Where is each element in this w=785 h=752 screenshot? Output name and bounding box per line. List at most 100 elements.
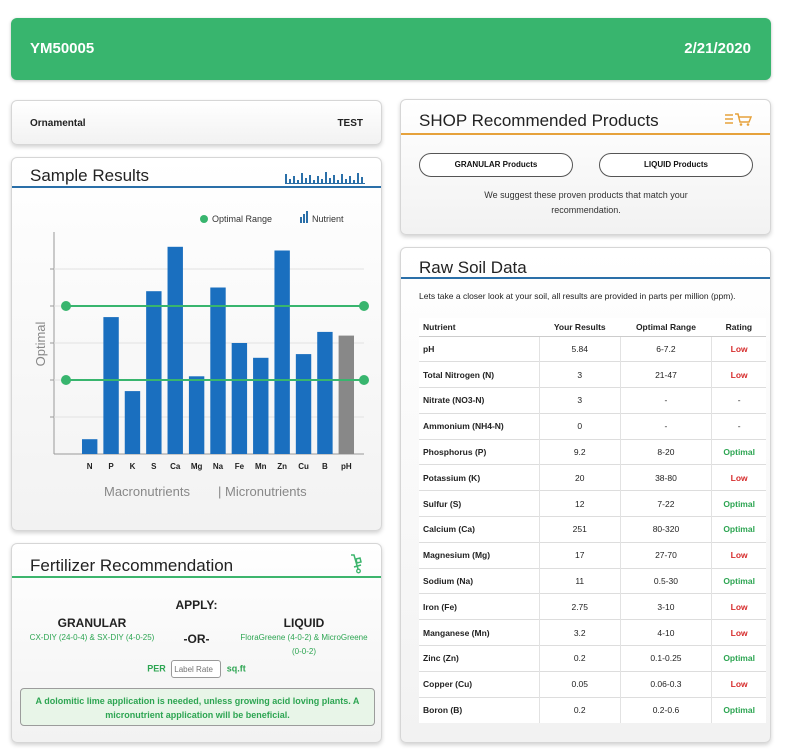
range-cell: 21-47 xyxy=(619,361,712,388)
raw-soil-intro: Lets take a closer look at your soil, al… xyxy=(419,291,736,301)
bar-N xyxy=(81,439,98,454)
table-row: Boron (B) 0.2 0.2-0.6 Optimal xyxy=(419,696,766,723)
result-cell: 3 xyxy=(538,387,621,414)
nutrient-cell: Calcium (Ca) xyxy=(419,516,540,543)
legend-nutrient-marker xyxy=(300,211,308,223)
or-label: -OR- xyxy=(183,632,210,646)
result-cell: 11 xyxy=(538,567,621,594)
range-cell: - xyxy=(619,412,712,440)
raw-soil-title: Raw Soil Data xyxy=(419,258,527,277)
rating-cell: Low xyxy=(711,361,766,388)
test-tag: TEST xyxy=(337,118,363,129)
shop-title: SHOP Recommended Products xyxy=(419,111,659,130)
rating-cell: Optimal xyxy=(711,567,766,594)
nutrient-cell: Nitrate (NO3-N) xyxy=(419,387,540,414)
bar-P xyxy=(103,317,119,454)
legend-nutrient-label: Nutrient xyxy=(312,214,344,224)
table-row: Phosphorus (P) 9.2 8-20 Optimal xyxy=(419,438,766,465)
soil-data-table: Nutrient Your Results Optimal Range Rati… xyxy=(419,318,766,723)
raw-soil-divider xyxy=(401,277,770,279)
table-row: Magnesium (Mg) 17 27-70 Low xyxy=(419,541,766,569)
rating-cell: Optimal xyxy=(711,645,766,672)
fertilizer-card: Fertilizer Recommendation APPLY: GRANULA… xyxy=(11,543,382,743)
range-cell: 7-22 xyxy=(619,490,712,517)
per-label: PER xyxy=(147,663,166,674)
rating-cell: Low xyxy=(711,593,766,620)
range-cell: 27-70 xyxy=(619,541,712,569)
table-row: Calcium (Ca) 251 80-320 Optimal xyxy=(419,516,766,543)
result-cell: 2.75 xyxy=(538,593,621,620)
bar-Cu xyxy=(295,354,312,454)
table-row: Copper (Cu) 0.05 0.06-0.3 Low xyxy=(419,670,766,698)
label-rate-input[interactable] xyxy=(171,660,222,678)
result-cell: 3.2 xyxy=(538,619,621,646)
nutrient-cell: Ammonium (NH4-N) xyxy=(419,412,540,440)
hand-truck-icon xyxy=(351,554,362,574)
report-date: 2/21/2020 xyxy=(684,40,751,57)
bar-Mn xyxy=(253,357,269,454)
bar-Ca xyxy=(167,246,183,454)
liquid-products-button[interactable]: LIQUID Products xyxy=(599,153,753,177)
table-header-row: Nutrient Your Results Optimal Range Rati… xyxy=(419,318,766,337)
rating-cell: Low xyxy=(711,541,766,569)
bar-Fe xyxy=(231,343,248,454)
bar-Mg xyxy=(188,376,205,454)
granular-products: CX-DIY (24-0-4) & SX-DIY (4-0-25) xyxy=(29,633,155,642)
shop-title-divider xyxy=(401,133,770,135)
nutrient-cell: Total Nitrogen (N) xyxy=(419,361,540,388)
result-cell: 5.84 xyxy=(538,335,621,362)
y-axis-label: Optimal xyxy=(33,321,48,366)
range-cell: 6-7.2 xyxy=(619,335,712,362)
result-cell: 0 xyxy=(538,412,621,440)
shopping-cart-icon[interactable] xyxy=(724,112,752,126)
sample-results-card: Sample Results Optimal Range Nutrient Op… xyxy=(11,157,382,531)
range-cell: 0.06-0.3 xyxy=(619,670,712,698)
col-rating: Rating xyxy=(711,318,766,337)
nutrient-cell: Magnesium (Mg) xyxy=(419,541,540,569)
rating-cell: Low xyxy=(711,619,766,646)
rating-cell: Low xyxy=(711,670,766,698)
granular-products-button[interactable]: GRANULAR Products xyxy=(419,153,573,177)
x-tick-label: N xyxy=(87,462,93,471)
raw-soil-card: Raw Soil Data Lets take a closer look at… xyxy=(400,247,771,743)
table-row: Ammonium (NH4-N) 0- - xyxy=(419,412,766,440)
range-cell: - xyxy=(619,387,712,414)
nutrient-cell: Phosphorus (P) xyxy=(419,438,540,465)
table-row: Zinc (Zn) 0.2 0.1-0.25 Optimal xyxy=(419,645,766,672)
col-your-results: Your Results xyxy=(539,318,621,337)
x-tick-label: K xyxy=(130,462,136,471)
result-cell: 12 xyxy=(538,490,621,517)
result-cell: 0.2 xyxy=(538,645,621,672)
plant-name: Ornamental xyxy=(30,118,86,129)
nutrient-cell: Copper (Cu) xyxy=(419,670,540,698)
rating-cell: Low xyxy=(711,464,766,491)
range-cell: 0.5-30 xyxy=(619,567,712,594)
x-tick-label: Cu xyxy=(298,462,309,471)
shop-message: We suggest these proven products that ma… xyxy=(484,190,688,215)
nutrient-cell: pH xyxy=(419,335,540,362)
report-header: YM50005 2/21/2020 xyxy=(11,18,771,80)
optimal-range-marker xyxy=(61,301,71,311)
rating-cell: Optimal xyxy=(711,490,766,517)
range-cell: 38-80 xyxy=(619,464,712,491)
sample-results-title: Sample Results xyxy=(30,166,150,185)
apply-label: APPLY: xyxy=(175,598,218,612)
fertilizer-divider xyxy=(12,576,381,578)
nutrient-cell: Iron (Fe) xyxy=(419,593,540,620)
liquid-title: LIQUID xyxy=(283,616,325,630)
x-tick-label: Zn xyxy=(277,462,287,471)
bar-chart-icon xyxy=(285,172,365,184)
shop-card: SHOP Recommended Products GRANULAR Produ… xyxy=(400,99,771,235)
table-row: Total Nitrogen (N) 3 21-47 Low xyxy=(419,361,766,388)
x-tick-label: Ca xyxy=(170,462,181,471)
table-row: Nitrate (NO3-N) 3- - xyxy=(419,387,766,414)
macronutrients-label: Macronutrients xyxy=(104,484,190,499)
optimal-range-marker xyxy=(359,375,369,385)
liquid-products: FloraGreene (4-0-2) & MicroGreene (0-0-2… xyxy=(240,633,368,656)
table-row: Iron (Fe) 2.75 3-10 Low xyxy=(419,593,766,620)
result-cell: 0.2 xyxy=(538,696,621,723)
result-cell: 251 xyxy=(538,516,621,543)
micronutrients-label: | Micronutrients xyxy=(218,484,307,499)
table-row: Sulfur (S) 12 7-22 Optimal xyxy=(419,490,766,517)
result-cell: 9.2 xyxy=(538,438,621,465)
